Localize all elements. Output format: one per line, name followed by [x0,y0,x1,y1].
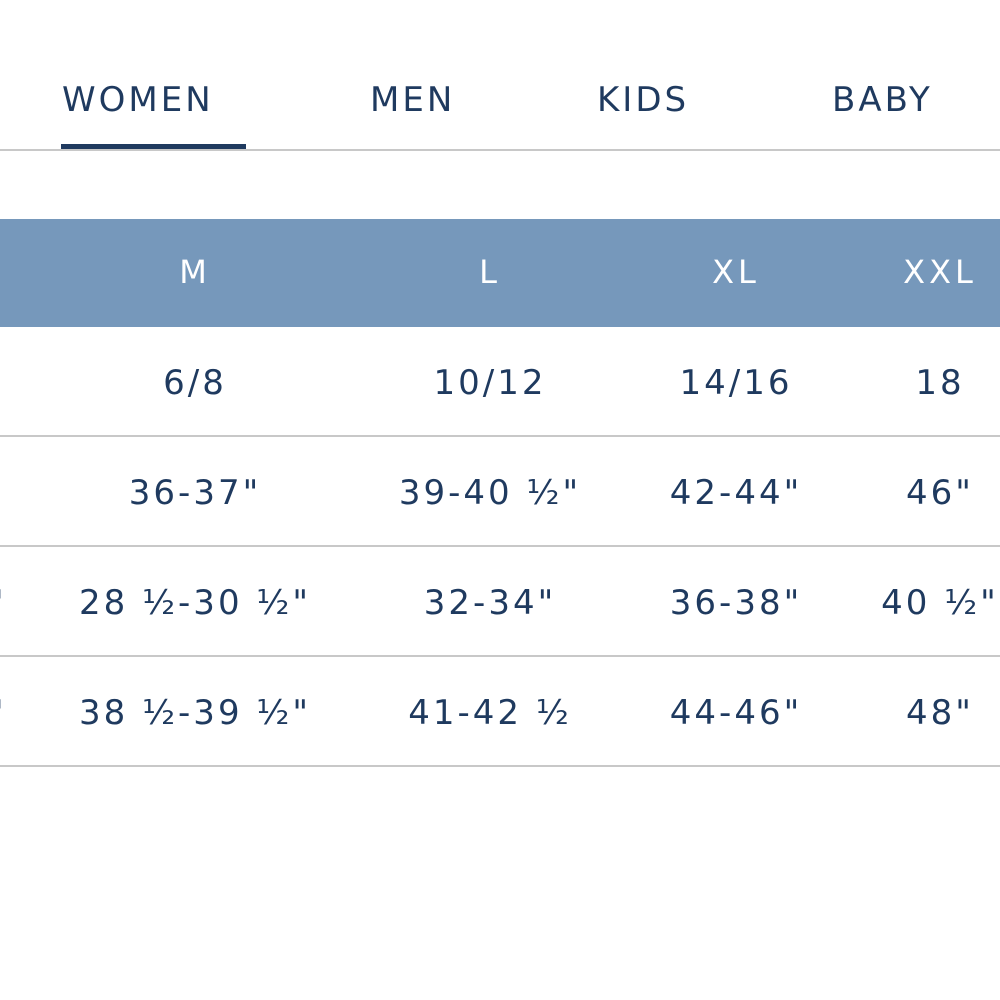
table-cell: 36-38" [669,583,803,623]
table-row: " 38 ½-39 ½" 41-42 ½ 44-46" 48" [0,657,1000,767]
header-size-xl: XL [712,253,760,291]
size-category-tabs: WOMEN MEN KIDS BABY [0,0,1000,151]
table-header-row: M L XL XXL [0,219,1000,327]
table-cell: 10/12 [433,363,547,403]
tab-baby[interactable]: BABY [832,80,933,120]
header-size-m: M [179,253,211,291]
table-cell: 38 ½-39 ½" [79,693,311,733]
table-row: 6/8 10/12 14/16 18 [0,327,1000,437]
table-cell: 46" [906,473,974,513]
table-cell: 14/16 [679,363,793,403]
table-cell: 42-44" [669,473,803,513]
table-cell: 32-34" [423,583,557,623]
table-cell: 39-40 ½" [398,473,582,513]
table-cell: 41-42 ½ [408,693,572,733]
table-cell: 36-37" [128,473,262,513]
row-divider [0,435,1000,437]
row-label-fragment: " [0,583,4,623]
table-cell: 40 ½" [881,583,999,623]
table-cell: 6/8 [163,363,227,403]
header-size-xxl: XXL [903,253,977,291]
row-divider [0,545,1000,547]
table-row: " 28 ½-30 ½" 32-34" 36-38" 40 ½" [0,547,1000,657]
row-divider [0,765,1000,767]
table-cell: 44-46" [669,693,803,733]
table-cell: 18 [915,363,965,403]
table-cell: 48" [906,693,974,733]
row-divider [0,655,1000,657]
active-tab-indicator [61,144,246,151]
tab-men[interactable]: MEN [370,80,456,120]
tab-women[interactable]: WOMEN [62,80,214,120]
tab-kids[interactable]: KIDS [597,80,690,120]
row-label-fragment: " [0,693,4,733]
tabs-divider [0,149,1000,151]
table-cell: 28 ½-30 ½" [79,583,311,623]
header-size-l: L [479,253,501,291]
table-row: 36-37" 39-40 ½" 42-44" 46" [0,437,1000,547]
